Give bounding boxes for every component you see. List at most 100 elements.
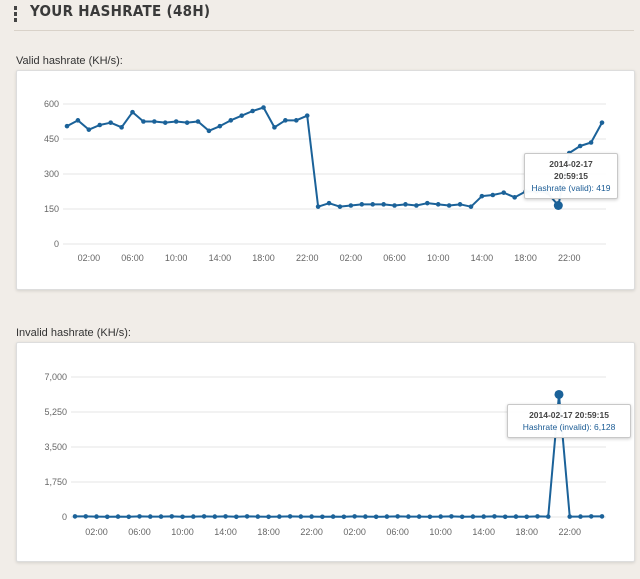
- data-point: [395, 514, 400, 519]
- highlight-point: [554, 389, 564, 399]
- valid-hashrate-label: Valid hashrate (KH/s):: [16, 55, 123, 67]
- data-point: [577, 143, 583, 149]
- data-point: [191, 514, 196, 519]
- x-tick-label: 02:00: [340, 253, 363, 263]
- data-point: [492, 514, 497, 519]
- data-point: [64, 123, 70, 129]
- page-title: YOUR HASHRATE (48H): [30, 2, 211, 20]
- data-point: [137, 514, 142, 519]
- tooltip-time: 20:59:15: [553, 171, 589, 181]
- data-point: [341, 514, 347, 520]
- x-tick-label: 18:00: [515, 527, 538, 537]
- x-tick-label: 22:00: [296, 253, 319, 263]
- y-tick-label: 0: [62, 512, 67, 522]
- data-point: [513, 514, 519, 519]
- data-point: [293, 118, 299, 123]
- data-point: [512, 195, 517, 200]
- data-point: [567, 514, 573, 519]
- data-point: [315, 204, 321, 209]
- data-point: [283, 118, 288, 123]
- data-point: [97, 122, 103, 128]
- x-tick-label: 10:00: [165, 253, 188, 263]
- data-point: [272, 125, 277, 130]
- data-point: [158, 514, 164, 519]
- y-tick-label: 3,500: [44, 442, 67, 452]
- data-point: [457, 202, 463, 207]
- data-point: [244, 514, 250, 519]
- data-point: [470, 514, 476, 519]
- x-tick-label: 10:00: [427, 253, 450, 263]
- data-point: [545, 514, 551, 519]
- data-point: [298, 514, 304, 519]
- data-point: [184, 120, 190, 125]
- data-point: [446, 203, 452, 208]
- data-point: [599, 514, 605, 519]
- data-point: [381, 202, 386, 207]
- x-tick-label: 06:00: [121, 253, 144, 263]
- data-point: [370, 202, 376, 207]
- x-tick-label: 10:00: [429, 527, 452, 537]
- data-point: [449, 514, 454, 519]
- data-point: [86, 127, 92, 132]
- x-tick-label: 02:00: [78, 253, 101, 263]
- y-tick-label: 5,250: [44, 407, 67, 417]
- data-point: [373, 514, 379, 520]
- data-point: [75, 118, 81, 123]
- x-tick-label: 14:00: [472, 527, 495, 537]
- data-point: [201, 514, 207, 519]
- data-point: [234, 514, 239, 520]
- data-point: [326, 200, 332, 206]
- y-tick-label: 600: [44, 99, 59, 109]
- x-tick-label: 18:00: [257, 527, 280, 537]
- data-point: [468, 204, 474, 209]
- data-point: [502, 514, 508, 520]
- invalid-hashrate-tooltip: 2014-02-17 20:59:15 Hashrate (invalid): …: [507, 404, 631, 438]
- x-tick-label: 14:00: [471, 253, 494, 263]
- invalid-hashrate-chart: 0 1,750 3,500 5,250 7,000 02:00 06:00 10:00 14:0…: [16, 342, 635, 562]
- data-point: [438, 514, 443, 519]
- data-point: [599, 120, 605, 125]
- data-point: [217, 123, 223, 129]
- x-tick-label: 06:00: [386, 527, 409, 537]
- x-tick-label: 06:00: [383, 253, 406, 263]
- data-point: [115, 514, 121, 519]
- data-point: [141, 119, 146, 124]
- x-tick-label: 18:00: [252, 253, 275, 263]
- highlight-point: [553, 201, 563, 210]
- data-point: [130, 109, 135, 115]
- data-point: [330, 514, 336, 519]
- data-point: [83, 514, 89, 519]
- data-point: [261, 105, 266, 110]
- data-point: [348, 203, 354, 208]
- data-point: [152, 119, 157, 124]
- data-point: [337, 204, 343, 209]
- valid-hashrate-chart: 0 150 300 450 600 02:00 06:00 10:00 14:00 18:00 22…: [16, 70, 635, 290]
- y-tick-label: 300: [44, 169, 59, 179]
- x-tick-label: 22:00: [558, 527, 581, 537]
- data-point: [414, 203, 419, 208]
- data-point: [304, 113, 310, 118]
- tooltip-value: Hashrate (valid): 419: [531, 183, 611, 193]
- data-point: [427, 514, 433, 520]
- data-point: [481, 514, 486, 519]
- y-tick-label: 1,750: [44, 477, 67, 487]
- data-point: [126, 514, 132, 520]
- data-point: [72, 514, 78, 519]
- data-point: [180, 514, 185, 520]
- valid-hashrate-tooltip: 2014-02-17 20:59:15 Hashrate (valid): 41…: [524, 153, 618, 199]
- data-point: [578, 514, 583, 519]
- data-point: [588, 514, 594, 519]
- data-point: [195, 119, 201, 124]
- x-tick-label: 18:00: [514, 253, 537, 263]
- data-point: [363, 514, 368, 519]
- data-point: [524, 514, 530, 520]
- data-point: [320, 514, 325, 520]
- data-point: [119, 125, 124, 130]
- x-tick-label: 22:00: [558, 253, 581, 263]
- data-point: [147, 514, 153, 519]
- x-tick-label: 10:00: [171, 527, 194, 537]
- tooltip-value: Hashrate (invalid): 6,128: [522, 422, 616, 432]
- data-point: [403, 202, 408, 207]
- header-divider: [14, 30, 634, 31]
- series-line: [66, 106, 603, 208]
